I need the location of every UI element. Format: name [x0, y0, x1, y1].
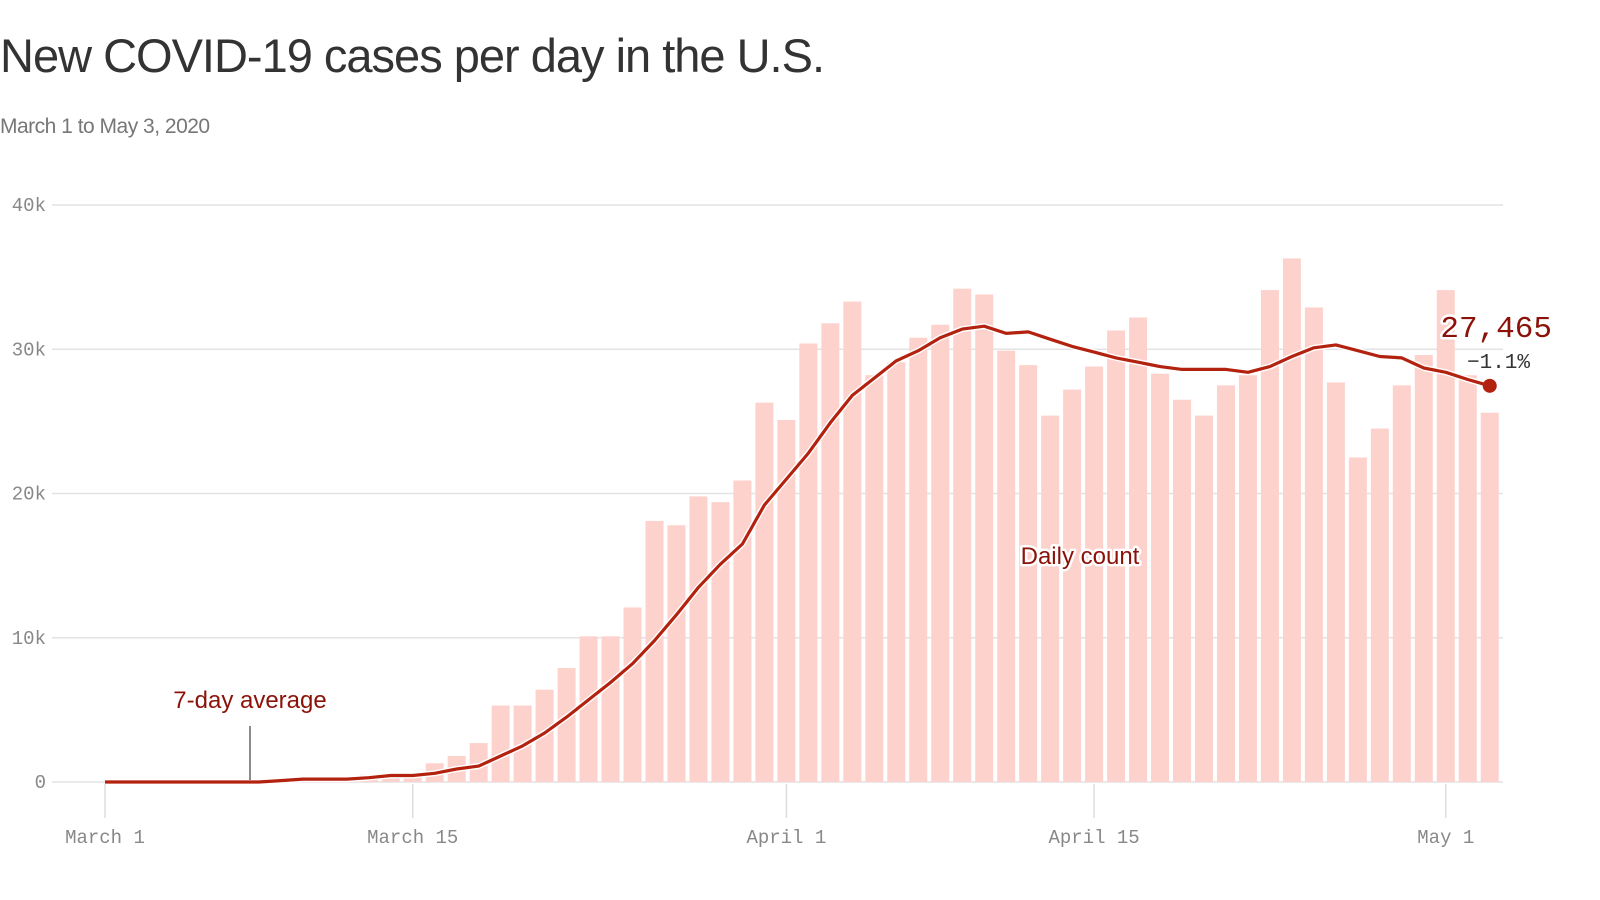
bar: [601, 636, 620, 782]
bar: [1195, 415, 1213, 782]
latest-value-label: 27,465: [1440, 312, 1552, 347]
bar: [1151, 373, 1170, 782]
bar: [821, 323, 840, 782]
bar: [711, 502, 730, 782]
bar: [733, 480, 752, 782]
x-tick-label: March 15: [367, 827, 458, 849]
y-tick-label: 30k: [12, 339, 46, 361]
bar: [1326, 382, 1345, 782]
bar: [799, 343, 818, 782]
bar: [1260, 290, 1279, 782]
bar: [1458, 375, 1477, 782]
y-tick-label: 40k: [12, 195, 46, 217]
bar: [1348, 457, 1367, 782]
average-line: [105, 324, 1491, 784]
y-tick-label: 10k: [12, 628, 46, 650]
x-tick-label: April 1: [746, 827, 826, 849]
bar: [645, 520, 664, 782]
bar: [1107, 330, 1126, 782]
bar: [381, 777, 400, 782]
latest-point: [1482, 378, 1497, 393]
bar: [557, 668, 576, 782]
bar: [689, 496, 708, 782]
bar: [579, 636, 598, 782]
bar: [1414, 355, 1433, 782]
line-label: 7-day average: [173, 687, 326, 714]
bar: [1370, 428, 1389, 782]
bar: [997, 350, 1016, 782]
bar: [1238, 375, 1257, 782]
y-tick-label: 20k: [12, 484, 46, 506]
bar: [777, 419, 796, 782]
bar: [1063, 389, 1082, 782]
latest-change-label: −1.1%: [1467, 352, 1530, 375]
bar: [931, 324, 950, 782]
bar: [1085, 366, 1104, 782]
chart-subtitle: March 1 to May 3, 2020: [0, 115, 210, 138]
bar: [1392, 385, 1411, 782]
bar: [469, 743, 488, 782]
bar: [1282, 258, 1301, 782]
bar: [491, 705, 510, 782]
bar: [953, 288, 972, 782]
bar: [623, 607, 642, 782]
bar: [755, 402, 774, 782]
average-line-group: [105, 323, 1497, 785]
bar: [1173, 399, 1192, 782]
bar: [975, 294, 994, 782]
x-tick-label: March 1: [65, 827, 145, 849]
y-tick-label: 0: [35, 772, 46, 794]
x-tick-label: April 15: [1048, 827, 1139, 849]
chart-title: New COVID-19 cases per day in the U.S.: [0, 29, 825, 82]
bar: [909, 337, 928, 782]
bar-label: Daily count: [1021, 543, 1140, 570]
bar: [1041, 415, 1060, 782]
axes: 0 10k 20k 30k 40k March 1 March 15 April 1 April…: [12, 195, 1475, 849]
bars: [96, 258, 1499, 782]
bar: [1436, 290, 1455, 782]
x-tick-label: May 1: [1417, 827, 1474, 849]
bar: [1019, 365, 1038, 782]
bar: [1304, 307, 1323, 782]
bar: [1216, 385, 1235, 782]
bar: [667, 525, 686, 782]
bar: [865, 375, 884, 782]
bar: [1129, 317, 1148, 782]
bar: [1480, 412, 1499, 782]
bar: [887, 362, 906, 782]
bar: [843, 301, 862, 782]
